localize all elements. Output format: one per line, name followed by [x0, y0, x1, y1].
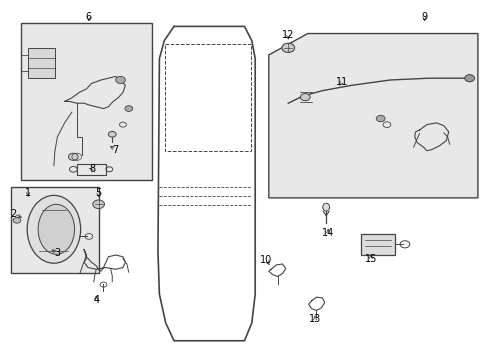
Text: 15: 15 [364, 253, 376, 264]
Ellipse shape [322, 203, 329, 211]
Circle shape [13, 217, 21, 223]
Text: 2: 2 [10, 209, 17, 219]
Ellipse shape [38, 204, 74, 254]
Text: 6: 6 [86, 13, 92, 22]
Text: 14: 14 [321, 228, 334, 238]
Circle shape [93, 200, 104, 208]
Polygon shape [268, 33, 477, 198]
Circle shape [116, 76, 125, 84]
Text: 8: 8 [90, 163, 96, 174]
Bar [77, 164, 106, 175]
Bar [21, 23, 152, 180]
Text: 10: 10 [260, 255, 272, 265]
Circle shape [124, 106, 132, 111]
Circle shape [68, 153, 78, 160]
Circle shape [375, 115, 384, 122]
Text: 5: 5 [95, 188, 102, 198]
Bar [11, 187, 99, 273]
Ellipse shape [27, 195, 81, 263]
Text: 11: 11 [335, 77, 347, 87]
Bar [361, 234, 394, 255]
Text: 3: 3 [54, 248, 60, 258]
Text: 4: 4 [93, 295, 99, 305]
Text: 9: 9 [421, 13, 427, 22]
Circle shape [300, 94, 309, 101]
Circle shape [108, 131, 116, 137]
Text: 12: 12 [282, 30, 294, 40]
Text: 13: 13 [308, 314, 321, 324]
Circle shape [282, 43, 294, 53]
Text: 1: 1 [25, 188, 31, 198]
Text: 7: 7 [112, 145, 119, 155]
Bar [28, 48, 55, 78]
Bar [165, 44, 250, 152]
Circle shape [464, 75, 473, 82]
